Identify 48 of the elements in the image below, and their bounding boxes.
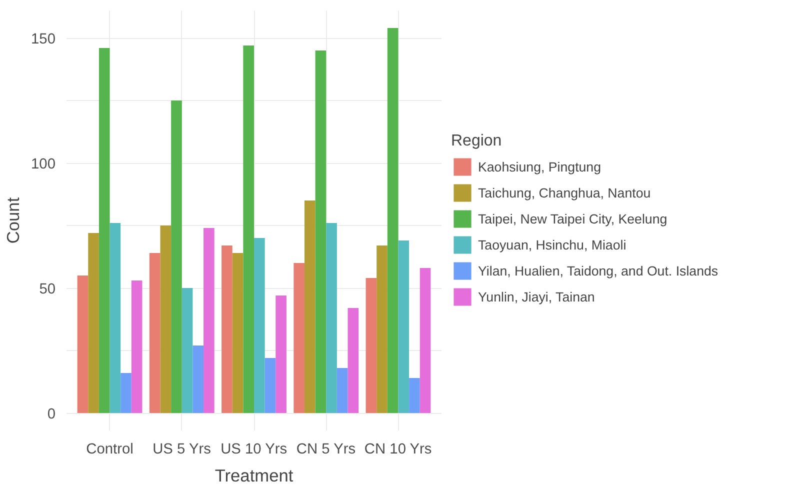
bar [182,288,193,413]
x-tick-label: US 5 Yrs [152,442,211,458]
bar [204,228,214,413]
bar [222,246,232,413]
legend-label: Taoyuan, Hsinchu, Miaoli [478,236,626,254]
bar [131,280,142,413]
bar [88,233,99,413]
y-axis-title: Count [3,197,24,244]
bar [120,373,132,413]
bar [243,46,254,413]
bar [294,263,304,413]
bar [276,296,286,413]
legend-label: Taipei, New Taipei City, Keelung [478,210,668,228]
bar [110,223,121,413]
y-tick-label: 0 [47,406,56,422]
bar [420,268,431,413]
bar [376,246,388,413]
x-tick-label: Control [86,442,134,458]
bar [304,200,316,413]
bar [387,28,398,413]
bar [77,276,88,413]
bar [264,358,276,413]
y-tick-label: 50 [39,282,56,298]
x-tick-label: CN 5 Yrs [296,442,356,458]
legend-label: Yilan, Hualien, Taidong, and Out. Islands [478,262,718,280]
bar [409,378,420,413]
bar [171,100,182,413]
x-tick-label: US 10 Yrs [220,442,288,458]
bar [160,226,172,413]
bar [326,223,337,413]
legend-label: Taichung, Changhua, Nantou [478,184,651,202]
bar [254,238,265,413]
legend-label: Kaohsiung, Pingtung [478,158,602,176]
legend-title: Region [451,132,503,150]
bar [232,253,244,413]
bar [366,278,377,413]
bar [336,368,348,413]
y-tick-label: 150 [31,32,56,48]
bar [149,253,160,413]
bar [398,240,410,413]
bar [315,50,326,413]
x-axis-title: Treatment [214,466,294,486]
legend-label: Yunlin, Jiayi, Tainan [478,288,595,306]
bar [348,308,359,413]
bar [98,48,110,413]
y-tick-label: 100 [31,156,56,172]
x-tick-label: CN 10 Yrs [364,442,432,458]
bar [192,346,204,413]
